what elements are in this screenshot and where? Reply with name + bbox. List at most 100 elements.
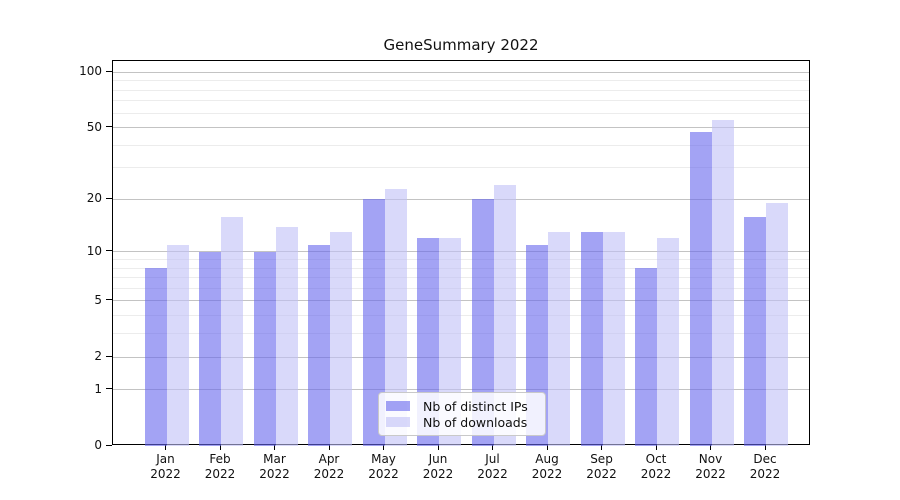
gridline-major [113,356,809,358]
x-axis-tick [437,445,439,450]
gridline-major [113,389,809,391]
bar-downloads [602,232,625,446]
bar-downloads [711,119,734,446]
bar-downloads [766,203,788,446]
bar-downloads [493,185,516,446]
y-axis-tick [106,197,112,199]
gridline-minor [113,277,809,279]
bar-downloads [166,244,189,446]
gridline-minor [113,144,809,146]
x-tick-label: Feb 2022 [192,452,248,482]
x-tick-month: Feb [209,452,231,466]
x-tick-label: Nov 2022 [683,452,739,482]
x-tick-month: Apr [318,452,340,466]
bar-downloads [384,188,407,446]
chart-title: GeneSummary 2022 [383,36,539,54]
y-axis-tick [106,388,112,390]
x-axis-tick [710,445,711,450]
y-axis-tick [106,355,112,357]
x-tick-year: 2022 [259,467,290,481]
y-axis-tick [106,444,112,446]
x-axis-tick [274,445,275,450]
x-axis-tick [383,445,384,450]
bar-distinct-ips [471,199,494,446]
x-tick-month: Aug [535,452,559,466]
x-tick-year: 2022 [749,467,781,481]
x-tick-label: May 2022 [356,452,412,482]
x-tick-month: May [371,452,396,466]
y-axis-tick [106,299,112,301]
bar-distinct-ips [144,268,167,446]
y-tick-label: 100 [79,64,102,79]
bar-distinct-ips [253,251,276,446]
gridline-major [113,127,809,129]
x-axis-tick [764,445,766,450]
x-tick-year: 2022 [586,467,617,481]
x-tick-label: Jan 2022 [138,452,194,482]
x-axis-tick [328,445,330,450]
x-tick-label: Aug 2022 [519,452,575,482]
bar-distinct-ips [199,251,221,446]
gridline-major [113,300,809,302]
y-axis-tick [106,70,112,72]
x-axis-tick [546,445,548,450]
x-tick-label: Dec 2022 [737,452,793,482]
gridline-minor [113,167,809,169]
x-tick-month: Jan [156,452,175,466]
bar-downloads [548,232,570,446]
x-tick-year: 2022 [313,467,345,481]
gridline-major [113,251,809,253]
gridline-minor [113,100,809,102]
bar-distinct-ips [308,244,330,446]
gridline-major [113,71,809,73]
legend-label-distinct-ips: Nb of distinct IPs [423,398,528,414]
plot-area: Nb of distinct IPs Nb of downloads [112,60,810,446]
x-tick-month: Jul [485,452,500,466]
y-tick-label: 5 [94,292,102,307]
y-axis-tick [106,126,112,128]
x-tick-month: Nov [698,452,723,466]
y-tick-label: 20 [86,191,102,206]
x-tick-month: Sep [590,452,613,466]
x-tick-label: Apr 2022 [301,452,357,482]
bar-downloads [221,216,243,446]
bar-distinct-ips [635,268,657,446]
bar-distinct-ips [580,232,603,446]
gridline-minor [113,89,809,91]
gridline-minor [113,333,809,335]
bar-downloads [275,226,298,446]
y-tick-label: 0 [94,438,102,452]
x-tick-year: 2022 [368,467,399,481]
bar-distinct-ips [362,199,385,446]
x-tick-year: 2022 [477,467,508,481]
x-tick-label: Oct 2022 [628,452,684,482]
legend: Nb of distinct IPs Nb of downloads [378,392,546,436]
gridline-minor [113,287,809,289]
legend-swatch-distinct-ips [386,401,410,411]
x-tick-month: Oct [645,452,667,466]
y-axis-tick [106,250,112,252]
x-tick-label: Jun 2022 [410,452,466,482]
gridline-minor [113,267,809,269]
gridline-minor [113,80,809,82]
y-tick-label: 10 [86,243,102,258]
legend-swatch-downloads [386,417,410,427]
x-axis-tick [655,445,657,450]
x-tick-label: Jul 2022 [465,452,521,482]
x-tick-year: 2022 [204,467,236,481]
x-tick-month: Dec [753,452,777,466]
bar-distinct-ips [744,216,766,446]
x-tick-label: Sep 2022 [574,452,630,482]
gridline-major [113,198,809,200]
x-tick-label: Mar 2022 [247,452,303,482]
x-axis-tick [165,445,166,450]
x-tick-month: Jun [428,452,448,466]
legend-item-distinct-ips: Nb of distinct IPs [386,398,537,414]
x-axis-tick [219,445,221,450]
x-tick-year: 2022 [695,467,726,481]
bar-distinct-ips [689,132,712,446]
x-tick-year: 2022 [531,467,563,481]
x-axis-tick [492,445,493,450]
y-tick-label: 2 [94,349,102,364]
